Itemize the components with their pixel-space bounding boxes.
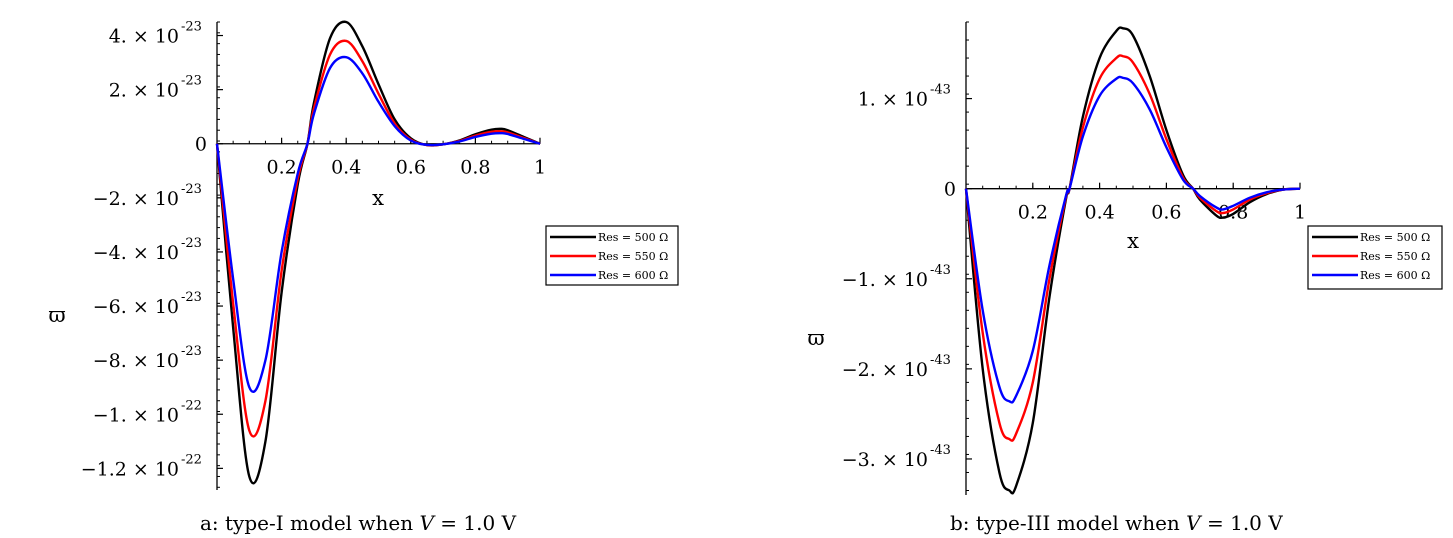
y-tick-label: −8. × 10 — [93, 350, 179, 372]
y-tick-exponent: -23 — [181, 182, 202, 197]
y-tick-exponent: -43 — [930, 353, 951, 368]
y-tick-exponent: -22 — [181, 452, 202, 467]
x-tick-label: 0.4 — [331, 157, 361, 179]
y-tick-label: 0 — [944, 179, 956, 201]
chart-b: 1. × 10 -430−1. × 10 -43−2. × 10 -43−3. × 1… — [807, 21, 1443, 495]
legend-label-3: Res = 600 Ω — [1360, 269, 1430, 282]
y-axis-title: ϖ — [48, 303, 65, 327]
caption-a-prefix: a: type-I model when — [200, 511, 420, 535]
series-line-2 — [964, 54, 1301, 442]
legend-label-1: Res = 500 Ω — [1360, 231, 1430, 244]
y-tick-label: −2. × 10 — [842, 359, 928, 381]
caption-a-rest: = 1.0 V — [433, 511, 517, 535]
y-tick-label: 1. × 10 — [858, 89, 928, 111]
y-tick-label: −1. × 10 — [93, 404, 179, 426]
x-tick-label: 1 — [1294, 202, 1306, 224]
x-tick-label: 0.2 — [1018, 202, 1048, 224]
y-tick-exponent: -22 — [181, 398, 202, 413]
x-tick-label: 0.4 — [1084, 202, 1114, 224]
y-tick-exponent: -23 — [181, 344, 202, 359]
chart-a: 4. × 10 -232. × 10 -230−2. × 10 -23−4. × 10… — [48, 20, 679, 490]
series-line-1 — [964, 26, 1301, 495]
x-tick-label: 1 — [534, 157, 546, 179]
y-tick-exponent: -23 — [181, 290, 202, 305]
y-tick-label: 4. × 10 — [109, 26, 179, 48]
legend-label-3: Res = 600 Ω — [598, 269, 668, 282]
x-tick-label: 0.6 — [396, 157, 426, 179]
caption-b-var: V — [1186, 511, 1201, 535]
y-tick-exponent: -43 — [930, 83, 951, 98]
x-axis-title: x — [372, 186, 384, 210]
series-line-3 — [964, 75, 1301, 404]
series-line-2 — [215, 39, 541, 438]
y-axis-title: ϖ — [807, 326, 824, 350]
y-tick-label: 2. × 10 — [109, 80, 179, 102]
y-tick-exponent: -23 — [181, 74, 202, 89]
y-tick-exponent: -23 — [181, 20, 202, 35]
x-tick-label: 0.2 — [266, 157, 296, 179]
y-tick-label: −1.2 × 10 — [81, 458, 179, 480]
caption-b-rest: = 1.0 V — [1200, 511, 1283, 535]
legend-label-1: Res = 500 Ω — [598, 231, 668, 244]
y-tick-label: 0 — [195, 134, 207, 156]
caption-a: a: type-I model when V = 1.0 V — [200, 511, 516, 535]
y-tick-label: −3. × 10 — [842, 449, 928, 471]
x-tick-label: 0.6 — [1151, 202, 1181, 224]
y-tick-label: −4. × 10 — [93, 242, 179, 264]
series-line-3 — [215, 55, 541, 394]
legend-label-2: Res = 550 Ω — [598, 250, 668, 263]
caption-b: b: type-III model when V = 1.0 V — [950, 511, 1283, 535]
y-tick-label: −6. × 10 — [93, 296, 179, 318]
series-line-1 — [215, 20, 541, 485]
x-axis-title: x — [1127, 229, 1139, 253]
y-tick-label: −1. × 10 — [842, 269, 928, 291]
y-tick-exponent: -43 — [930, 443, 951, 458]
legend-label-2: Res = 550 Ω — [1360, 250, 1430, 263]
y-tick-exponent: -23 — [181, 236, 202, 251]
caption-a-var: V — [419, 511, 434, 535]
y-tick-label: −2. × 10 — [93, 188, 179, 210]
x-tick-label: 0.8 — [460, 157, 490, 179]
caption-b-prefix: b: type-III model when — [950, 511, 1187, 535]
y-tick-exponent: -43 — [930, 263, 951, 278]
